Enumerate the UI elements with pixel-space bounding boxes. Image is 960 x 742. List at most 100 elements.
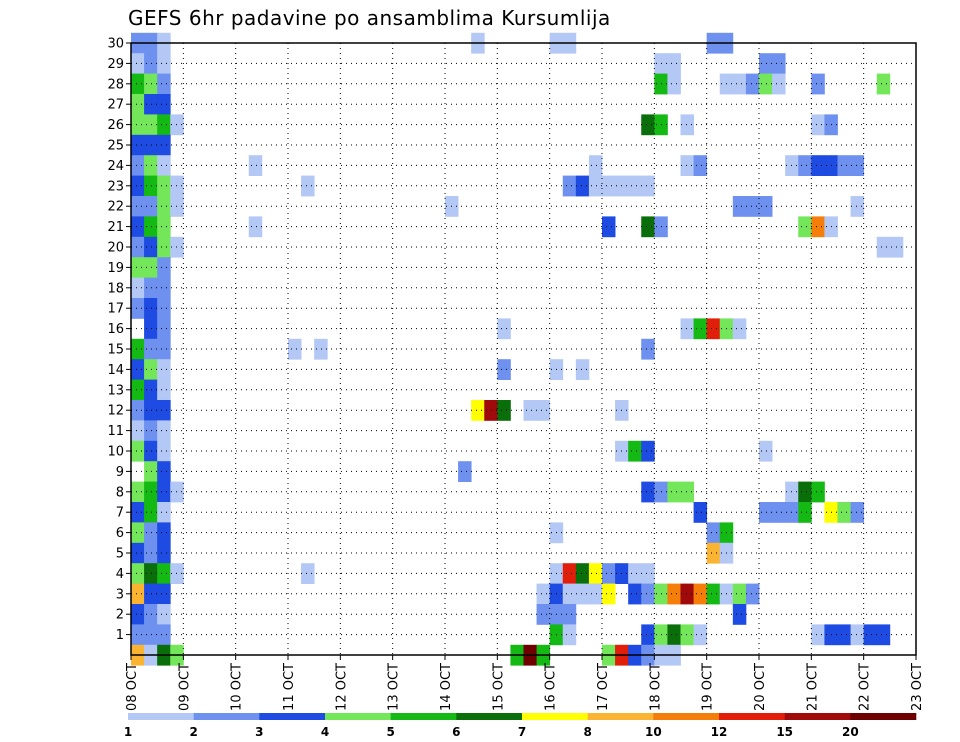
heatmap-cell [759, 196, 773, 217]
y-tick-label: 29 [107, 57, 124, 72]
heatmap-cell [732, 604, 747, 625]
heatmap-cell [811, 155, 825, 176]
heatmap-cell [144, 114, 158, 136]
colorbar-swatch [587, 713, 654, 720]
heatmap-cell [811, 624, 825, 646]
heatmap-cell [301, 175, 315, 197]
colorbar-swatch [128, 713, 194, 720]
heatmap-cell [131, 134, 145, 156]
heatmap-cell [693, 318, 708, 340]
colorbar-swatch [193, 713, 260, 720]
heatmap-cell [144, 155, 158, 176]
heatmap-cell [680, 624, 694, 646]
colorbar-label: 8 [583, 725, 591, 739]
y-tick-label: 10 [107, 445, 124, 460]
heatmap-cell [131, 583, 145, 605]
heatmap-cell [471, 400, 485, 421]
heatmap-cell [745, 583, 760, 605]
heatmap-cell [131, 94, 145, 115]
heatmap-cell [772, 73, 786, 95]
colorbar-label: 5 [386, 725, 394, 739]
heatmap-cell [759, 502, 773, 523]
y-tick-label: 30 [107, 37, 124, 52]
y-tick-label: 7 [116, 506, 124, 521]
heatmap-cell [157, 114, 171, 136]
colorbar-swatch [325, 713, 391, 720]
x-tick-label: 22 OCT [858, 663, 873, 711]
y-tick-label: 16 [107, 322, 124, 337]
heatmap-cell [588, 175, 603, 197]
heatmap-cell [680, 583, 694, 605]
heatmap-cell [157, 542, 171, 564]
y-tick-label: 3 [116, 587, 124, 602]
heatmap-cell [562, 175, 577, 197]
heatmap-cell [562, 583, 577, 605]
heatmap-cell [497, 359, 511, 380]
heatmap-cell [144, 338, 158, 360]
heatmap-cell [144, 359, 158, 380]
y-tick-label: 24 [107, 159, 124, 174]
colorbar-label: 6 [452, 725, 460, 739]
heatmap-cell [798, 502, 812, 523]
x-tick-label: 08 OCT [125, 663, 140, 711]
y-tick-label: 19 [107, 261, 124, 276]
heatmap-cell [131, 522, 145, 544]
heatmap-cell [144, 583, 158, 605]
heatmap-cell [157, 257, 171, 278]
y-tick-label: 11 [107, 424, 124, 439]
heatmap-cell [157, 400, 171, 421]
heatmap-cell [484, 400, 498, 421]
heatmap-cell [131, 216, 145, 238]
heatmap-cell [850, 502, 865, 523]
heatmap-cell [628, 583, 642, 605]
x-tick-label: 13 OCT [387, 663, 402, 711]
heatmap-cell [850, 155, 865, 176]
heatmap-cell [641, 175, 655, 197]
heatmap-cell [144, 277, 158, 299]
heatmap-cell [144, 257, 158, 278]
heatmap-cell [588, 583, 603, 605]
y-axis-ticks: 1234567891011121314151617181920212223242… [107, 37, 131, 643]
heatmap-cell [772, 502, 786, 523]
heatmap-cell [131, 196, 145, 217]
heatmap-cell [131, 624, 145, 646]
y-tick-label: 8 [116, 485, 124, 500]
heatmap-cell [144, 134, 158, 156]
heatmap-cell [667, 73, 681, 95]
heatmap-cell [248, 155, 263, 176]
heatmap-cell [693, 155, 708, 176]
heatmap-cell [680, 318, 694, 340]
heatmap-cell [131, 359, 145, 380]
heatmap-cell [602, 175, 616, 197]
heatmap-cell [131, 440, 145, 462]
y-tick-label: 2 [116, 608, 124, 623]
heatmap-cell [641, 440, 655, 462]
heatmap-cell [641, 583, 655, 605]
heatmap-cell [575, 175, 590, 197]
heatmap-cell [157, 298, 171, 319]
x-tick-label: 09 OCT [177, 663, 192, 711]
heatmap-cell [641, 624, 655, 646]
heatmap-cell [131, 563, 145, 584]
heatmap-cell [811, 73, 825, 95]
colorbar-label: 12 [711, 725, 728, 739]
heatmap-cell [131, 114, 145, 136]
heatmap-cell [732, 318, 747, 340]
y-tick-label: 13 [107, 383, 124, 398]
heatmap-cell [144, 420, 158, 442]
y-tick-label: 28 [107, 77, 124, 92]
y-tick-label: 5 [116, 547, 124, 562]
heatmap-cell [759, 440, 773, 462]
heatmap-cell [157, 624, 171, 646]
heatmap-cell [131, 338, 145, 360]
heatmap-cell [131, 155, 145, 176]
heatmap-cell [144, 502, 158, 523]
heatmap-cell [301, 563, 315, 584]
heatmap-cell [157, 196, 171, 217]
heatmap-cell [144, 379, 158, 401]
heatmap-cell [628, 440, 642, 462]
heatmap-cell [837, 155, 851, 176]
heatmap-cell [157, 420, 171, 442]
heatmap-cell [641, 338, 655, 360]
heatmap-cell [497, 318, 511, 340]
